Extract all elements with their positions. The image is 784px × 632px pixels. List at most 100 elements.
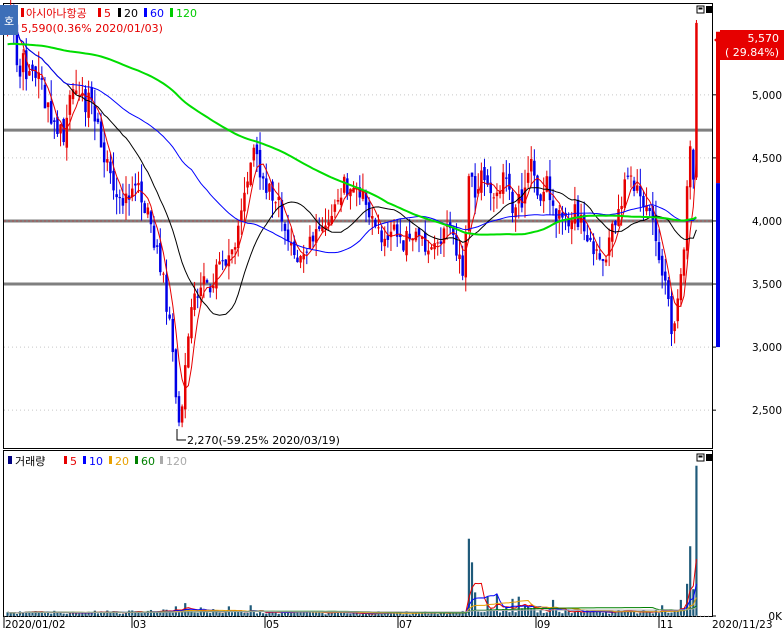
volume-bar <box>623 610 626 616</box>
legend-vma60: 60 <box>141 455 155 468</box>
price-candle <box>252 144 256 167</box>
volume-bar <box>159 611 162 616</box>
price-candle <box>96 112 100 125</box>
volume-bar <box>601 612 605 616</box>
volume-bar <box>209 612 212 616</box>
price-candle <box>302 244 305 273</box>
volume-bar <box>78 613 81 616</box>
volume-bar <box>527 606 530 616</box>
volume-bar <box>449 613 452 616</box>
price-candle <box>436 239 439 256</box>
legend-volume-name: 거래량 <box>15 455 45 468</box>
volume-bar <box>293 612 296 616</box>
volume-bar <box>573 611 576 616</box>
volume-bar <box>576 611 580 616</box>
price-candle <box>651 191 655 236</box>
x-axis-tick-label: 11 <box>660 619 673 631</box>
volume-bar <box>124 612 128 616</box>
price-candle <box>514 204 517 232</box>
price-candle <box>467 173 471 233</box>
volume-bar <box>592 611 595 616</box>
price-candle <box>205 278 209 284</box>
price-candle <box>342 174 346 195</box>
volume-bar <box>651 613 654 616</box>
price-candle <box>286 214 290 251</box>
volume-bar <box>645 612 648 616</box>
volume-bar <box>648 612 651 616</box>
price-close-button[interactable] <box>706 6 713 13</box>
price-ma20-line <box>7 16 697 316</box>
price-candle <box>654 200 658 257</box>
volume-bar <box>386 613 389 616</box>
volume-bar <box>692 589 695 616</box>
price-candle <box>439 227 443 255</box>
price-candles <box>6 0 698 428</box>
volume-bar <box>442 612 446 616</box>
volume-bar <box>308 611 312 616</box>
volume-bar <box>84 613 87 616</box>
volume-bar <box>620 611 623 616</box>
price-candle <box>59 123 62 147</box>
price-candle <box>501 163 505 204</box>
volume-bar <box>218 612 221 616</box>
volume-bar <box>439 612 442 616</box>
price-candle <box>218 252 221 265</box>
volume-bar <box>548 609 552 616</box>
volume-bar <box>555 609 558 616</box>
price-candle <box>539 193 542 207</box>
price-candle <box>473 163 477 215</box>
volume-bar <box>682 610 686 616</box>
price-candle <box>18 58 22 89</box>
volume-close-button[interactable] <box>706 454 713 461</box>
price-candle <box>336 188 340 205</box>
volume-bar <box>71 611 75 616</box>
volume-bar <box>679 599 682 616</box>
price-y-tick-label: 3,500 <box>752 279 782 291</box>
price-candle <box>461 245 464 281</box>
legend-marker-vma5 <box>64 456 67 464</box>
price-candle <box>617 194 620 227</box>
price-y-tick-label: 3,000 <box>752 342 782 354</box>
last-price-value: 5,570 <box>748 32 780 45</box>
price-candle <box>664 258 667 295</box>
volume-bar <box>427 613 430 616</box>
volume-bar <box>59 611 62 616</box>
volume-bar <box>633 611 636 616</box>
volume-bar <box>190 611 193 616</box>
legend-marker-vma10 <box>83 456 86 464</box>
range-bar-up <box>716 31 720 184</box>
price-candle <box>533 149 536 193</box>
volume-bar <box>368 613 371 616</box>
price-candle <box>604 255 608 267</box>
volume-bar <box>234 611 237 616</box>
chart-badge[interactable] <box>0 5 18 35</box>
price-candle <box>53 117 56 139</box>
volume-bar <box>43 613 47 616</box>
price-candle <box>112 152 115 200</box>
price-candle <box>40 66 44 90</box>
volume-panel-frame <box>3 450 713 617</box>
price-candle <box>592 233 595 266</box>
volume-bar <box>215 611 218 616</box>
volume-bar <box>268 611 271 616</box>
volume-bar <box>505 607 508 616</box>
price-candle <box>361 173 365 202</box>
price-candle <box>333 199 337 219</box>
price-candle <box>84 85 87 127</box>
legend-marker-volume <box>8 456 12 464</box>
volume-bar <box>361 613 365 616</box>
volume-bar <box>75 613 78 616</box>
price-candle <box>414 227 418 243</box>
volume-bar <box>109 612 112 616</box>
price-candle <box>611 220 614 258</box>
price-candle <box>570 211 574 245</box>
volume-bar <box>539 609 542 616</box>
volume-bar <box>349 613 352 616</box>
volume-bar <box>280 612 283 616</box>
low-price-annotation: 2,270(-59.25% 2020/03/19) <box>176 429 340 447</box>
price-candle <box>679 268 683 307</box>
volume-bar <box>414 613 417 616</box>
volume-bar <box>327 611 330 616</box>
price-candle <box>246 171 249 195</box>
price-candle <box>402 240 405 252</box>
